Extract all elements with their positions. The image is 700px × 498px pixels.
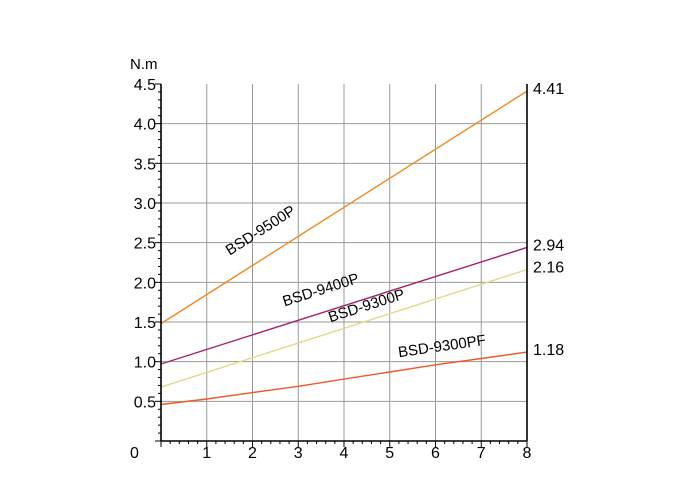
y-tick-label: 3.5 [134,156,156,173]
origin-label: 0 [130,445,139,462]
end-value-label: 1.18 [533,342,564,359]
y-tick-label: 0.5 [134,394,156,411]
y-tick-label: 1.5 [134,315,156,332]
axes [155,83,528,447]
y-tick-label: 2.5 [134,236,156,253]
x-tick-label: 3 [294,445,303,462]
y-tick-label: 3.0 [134,196,156,213]
series-name-label: BSD-9300PF [397,332,487,361]
grid [161,84,527,441]
y-axis-label: N.m [130,56,158,73]
end-value-label: 2.16 [533,260,564,277]
series-line-bsd-9500p [160,90,528,325]
end-value-label: 4.41 [533,81,564,98]
y-tick-label: 4.0 [134,117,156,134]
x-tick-label: 8 [523,445,532,462]
y-tick-label: 4.5 [134,77,156,94]
series-line-bsd-9300pf [160,351,528,406]
series-lines [160,90,528,406]
x-tick-label: 5 [385,445,394,462]
x-tick-label: 4 [340,445,349,462]
end-value-label: 2.94 [533,237,564,254]
x-tick-label: 7 [477,445,486,462]
x-tick-label: 1 [202,445,211,462]
y-tick-label: 2.0 [134,275,156,292]
series-line-bsd-9300p [160,268,528,388]
series-line-bsd-9400p [160,246,528,365]
labels: 1 2 3 4 5 6 7 8 0.5 1.0 1.5 2.0 2.5 3.0 3.5 4.0 4.5 4.41 B… [134,77,564,462]
x-tick-label: 6 [431,445,440,462]
y-tick-label: 1.0 [134,355,156,372]
series-name-label: BSD-9500P [223,202,299,259]
x-tick-label: 2 [248,445,257,462]
